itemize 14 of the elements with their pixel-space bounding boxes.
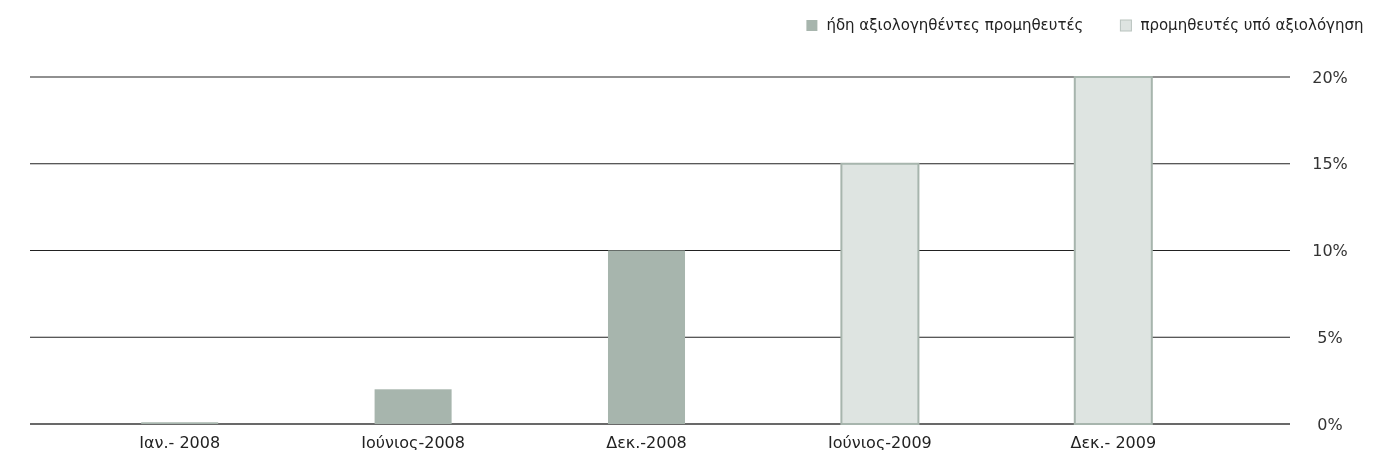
bar	[840, 162, 920, 425]
legend-label: προμηθευτές υπό αξιολόγηση	[1140, 16, 1364, 34]
y-tick-label: 10%	[1312, 241, 1348, 261]
y-tick-label: 15%	[1312, 154, 1348, 174]
y-tick-label: 5%	[1317, 327, 1343, 347]
legend-label: ήδη αξιολογηθέντες προμηθευτές	[826, 16, 1084, 34]
y-tick-label: 20%	[1312, 67, 1348, 87]
x-tick-label: Δεκ.-2008	[606, 433, 687, 452]
bar	[607, 250, 686, 424]
bar	[374, 389, 452, 424]
x-tick-label: Ιαν.- 2008	[139, 433, 221, 452]
y-tick-label: 0%	[1317, 414, 1343, 434]
bar	[1073, 76, 1153, 425]
x-tick-label: Δεκ.- 2009	[1070, 433, 1157, 452]
